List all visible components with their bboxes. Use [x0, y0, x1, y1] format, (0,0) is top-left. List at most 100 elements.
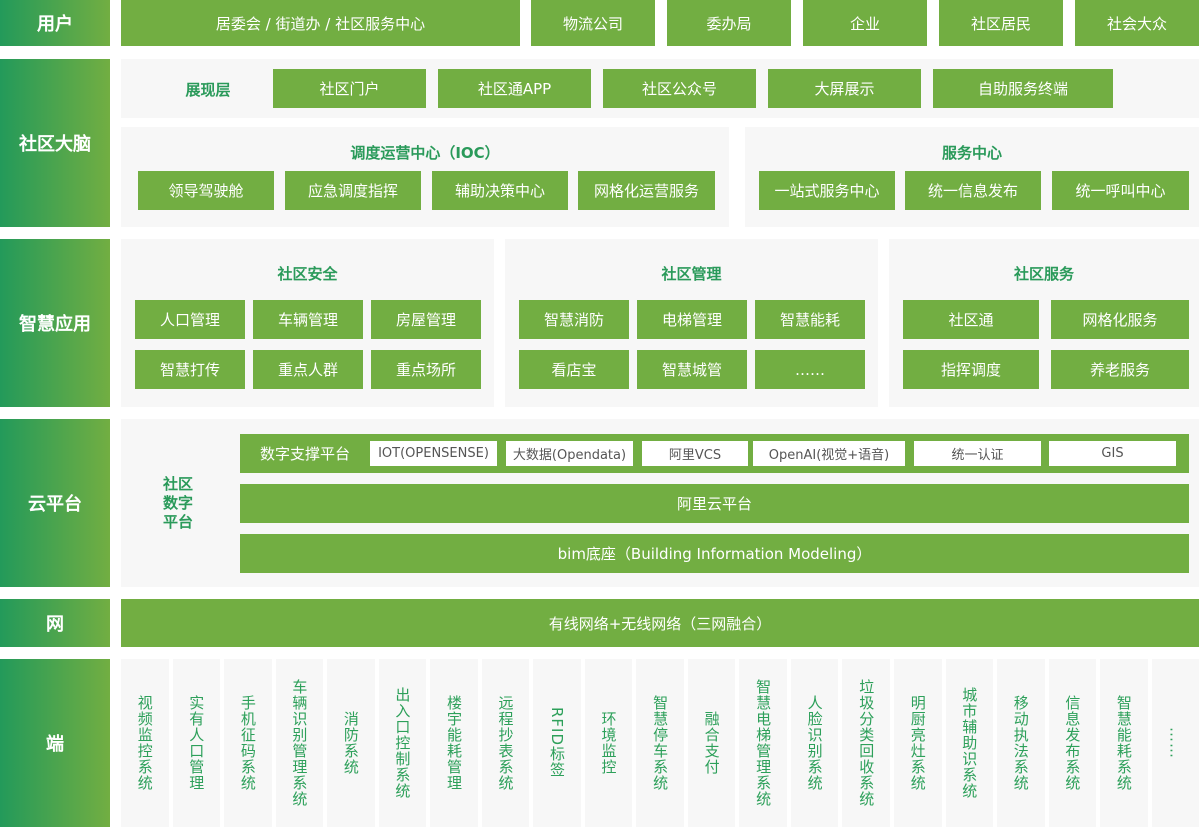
terminal-item: 楼宇能耗管理 [430, 659, 478, 827]
terminal-label: 智慧电梯管理系统 [754, 679, 773, 807]
display-item: 大屏展示 [768, 69, 921, 108]
terminal-item: 智慧电梯管理系统 [739, 659, 787, 827]
management-item: 智慧城管 [637, 350, 747, 389]
terminal-item: 远程抄表系统 [481, 659, 530, 827]
security-item: 房屋管理 [371, 300, 481, 339]
terminal-item: 智慧能耗系统 [1100, 659, 1148, 827]
services-item: 社区通 [903, 300, 1039, 339]
user-box: 企业 [803, 0, 927, 46]
user-box: 物流公司 [531, 0, 655, 46]
ioc-item: 应急调度指挥 [285, 171, 421, 210]
layer-label-users: 用户 [0, 0, 110, 46]
digital-support-label: 数字支撑平台 [260, 445, 351, 463]
layer-label-network: 网 [0, 599, 110, 647]
platform-chip: GIS [1049, 441, 1176, 466]
platform-chip: 大数据(Opendata) [506, 441, 633, 466]
terminal-item: 手机征码系统 [224, 659, 272, 827]
services-item: 网格化服务 [1051, 300, 1189, 339]
terminal-label: 手机征码系统 [238, 695, 257, 791]
terminal-item: 视频监控系统 [121, 659, 169, 827]
layer-label-cloud: 云平台 [0, 419, 110, 587]
terminal-label: 智慧停车系统 [651, 695, 670, 791]
user-box: 社会大众 [1075, 0, 1199, 46]
ioc-item: 辅助决策中心 [432, 171, 568, 210]
terminal-list: 视频监控系统 实有人口管理 手机征码系统 车辆识别管理系统 消防系统 出入口控制系统 楼宇能… [121, 659, 1199, 827]
terminal-item: 实有人口管理 [172, 659, 221, 827]
terminal-item: RFID标签 [533, 659, 581, 827]
terminal-item: 信息发布系统 [1048, 659, 1097, 827]
terminal-item: 移动执法系统 [997, 659, 1045, 827]
platform-chip: 统一认证 [914, 441, 1041, 466]
security-item: 重点人群 [253, 350, 363, 389]
management-item: 看店宝 [519, 350, 629, 389]
service-center-title: 服务中心 [941, 144, 1002, 162]
terminal-item: 人脸识别系统 [790, 659, 839, 827]
management-title: 社区管理 [661, 265, 722, 283]
terminal-label: 出入口控制系统 [393, 687, 412, 799]
service-center-item: 统一呼叫中心 [1052, 171, 1189, 210]
management-item: 电梯管理 [637, 300, 747, 339]
security-item: 重点场所 [371, 350, 481, 389]
terminal-label: 城市辅助识系统 [960, 687, 979, 799]
security-item: 车辆管理 [253, 300, 363, 339]
terminal-label: 视频监控系统 [135, 695, 154, 791]
user-box: 社区居民 [939, 0, 1063, 46]
services-item: 指挥调度 [903, 350, 1039, 389]
layer-label-apps: 智慧应用 [0, 239, 110, 407]
terminal-label: 远程抄表系统 [496, 695, 515, 791]
terminal-item: …… [1151, 659, 1199, 827]
layer-label-terminal: 端 [0, 659, 110, 827]
services-title: 社区服务 [1013, 265, 1074, 283]
terminal-label: 车辆识别管理系统 [290, 679, 309, 807]
display-layer-title: 展现层 [185, 81, 231, 99]
security-item: 智慧打传 [135, 350, 245, 389]
service-center-item: 一站式服务中心 [759, 171, 895, 210]
platform-chip: 阿里VCS [642, 441, 748, 466]
platform-chip: OpenAI(视觉+语音) [753, 441, 905, 466]
terminal-label: 移动执法系统 [1011, 695, 1030, 791]
services-item: 养老服务 [1051, 350, 1189, 389]
digital-platform-label: 社区数字平台 [162, 475, 193, 531]
display-item: 社区公众号 [603, 69, 756, 108]
bim-bar: bim底座（Building Information Modeling） [240, 534, 1189, 573]
terminal-label: 融合支付 [702, 711, 721, 775]
terminal-label: 楼宇能耗管理 [444, 695, 463, 791]
terminal-label: 明厨亮灶系统 [908, 695, 927, 791]
terminal-label: …… [1166, 727, 1185, 759]
terminal-item: 明厨亮灶系统 [893, 659, 942, 827]
user-box: 居委会 / 街道办 / 社区服务中心 [121, 0, 520, 46]
terminal-label: RFID标签 [548, 707, 567, 779]
ioc-item: 领导驾驶舱 [138, 171, 274, 210]
terminal-label: 消防系统 [341, 711, 360, 775]
terminal-item: 消防系统 [327, 659, 375, 827]
terminal-label: 实有人口管理 [187, 695, 206, 791]
display-item: 社区通APP [438, 69, 591, 108]
ioc-item: 网格化运营服务 [578, 171, 715, 210]
security-title: 社区安全 [277, 265, 338, 283]
terminal-label: 智慧能耗系统 [1114, 695, 1133, 791]
network-bar: 有线网络+无线网络（三网融合） [121, 599, 1199, 647]
management-item: 智慧消防 [519, 300, 629, 339]
service-center-item: 统一信息发布 [905, 171, 1041, 210]
ioc-title: 调度运营中心（IOC） [350, 144, 500, 162]
display-item: 社区门户 [273, 69, 426, 108]
management-item: 智慧能耗 [755, 300, 865, 339]
layer-label-brain: 社区大脑 [0, 59, 110, 227]
terminal-label: 垃圾分类回收系统 [857, 679, 876, 807]
terminal-label: 人脸识别系统 [805, 695, 824, 791]
terminal-item: 出入口控制系统 [378, 659, 427, 827]
terminal-item: 融合支付 [687, 659, 736, 827]
terminal-item: 智慧停车系统 [636, 659, 684, 827]
platform-chip: IOT(OPENSENSE) [370, 441, 497, 466]
terminal-item: 车辆识别管理系统 [275, 659, 324, 827]
terminal-item: 城市辅助识系统 [945, 659, 994, 827]
terminal-label: 环境监控 [599, 711, 618, 775]
aliyun-bar: 阿里云平台 [240, 484, 1189, 523]
security-item: 人口管理 [135, 300, 245, 339]
terminal-label: 信息发布系统 [1063, 695, 1082, 791]
user-box: 委办局 [667, 0, 791, 46]
terminal-item: 环境监控 [584, 659, 633, 827]
display-item: 自助服务终端 [933, 69, 1113, 108]
management-item: …… [755, 350, 865, 389]
terminal-item: 垃圾分类回收系统 [842, 659, 890, 827]
